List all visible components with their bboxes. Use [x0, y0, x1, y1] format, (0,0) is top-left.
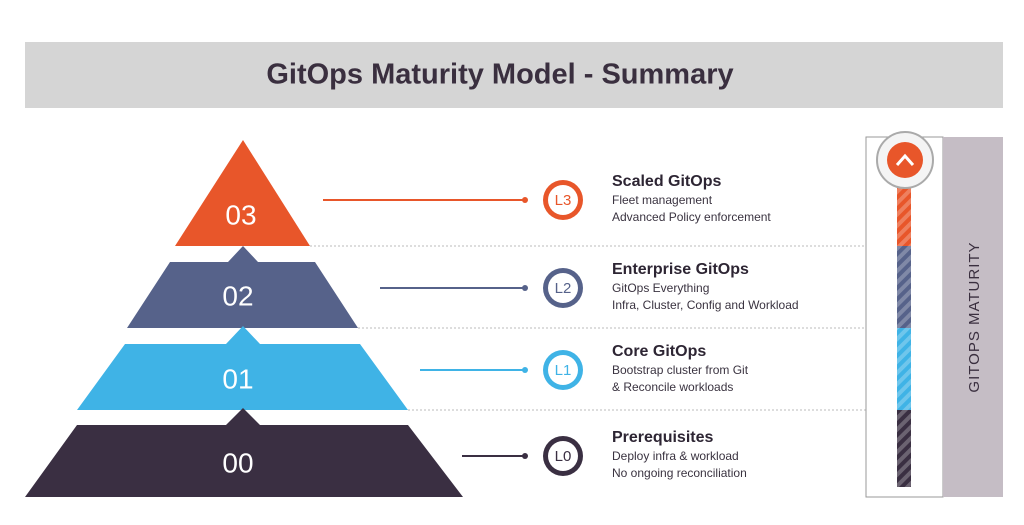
level-title: Core GitOps [612, 343, 706, 360]
level-desc: & Reconcile workloads [612, 380, 733, 394]
level-title: Scaled GitOps [612, 173, 721, 190]
level-desc: No ongoing reconciliation [612, 466, 747, 480]
connector-dot [522, 453, 528, 459]
connector-dot [522, 197, 528, 203]
tier-number: 03 [225, 199, 256, 230]
title: GitOps Maturity Model - Summary [266, 59, 733, 91]
gauge-knob-inner [887, 142, 923, 178]
tier-0 [25, 408, 463, 497]
badge-inner [548, 273, 578, 303]
title-bar [25, 42, 1003, 108]
badge: L0 [555, 448, 572, 465]
level-desc: GitOps Everything [612, 281, 709, 295]
badge-inner [548, 185, 578, 215]
level-desc: Advanced Policy enforcement [612, 210, 771, 224]
side-panel [943, 137, 1003, 497]
connector-dot [522, 285, 528, 291]
badge-inner [548, 355, 578, 385]
badge-inner [548, 441, 578, 471]
tier-3 [175, 140, 310, 246]
tier-1 [77, 326, 408, 410]
badge: L2 [555, 280, 572, 297]
side-label: GITOPS MATURITY [966, 241, 983, 392]
tier-number: 00 [222, 447, 253, 478]
level-desc: Deploy infra & workload [612, 449, 739, 463]
gauge-bar [897, 188, 911, 487]
tier-number: 02 [222, 280, 253, 311]
connector-dot [522, 367, 528, 373]
level-desc: Fleet management [612, 193, 713, 207]
tier-2 [127, 246, 358, 328]
level-title: Enterprise GitOps [612, 261, 749, 278]
level-desc: Bootstrap cluster from Git [612, 363, 749, 377]
chevron-up [895, 153, 915, 166]
level-desc: Infra, Cluster, Config and Workload [612, 298, 799, 312]
separators [310, 245, 945, 411]
badge: L1 [555, 362, 572, 379]
badge: L3 [555, 192, 572, 209]
tier-number: 01 [222, 363, 253, 394]
level-title: Prerequisites [612, 429, 713, 446]
